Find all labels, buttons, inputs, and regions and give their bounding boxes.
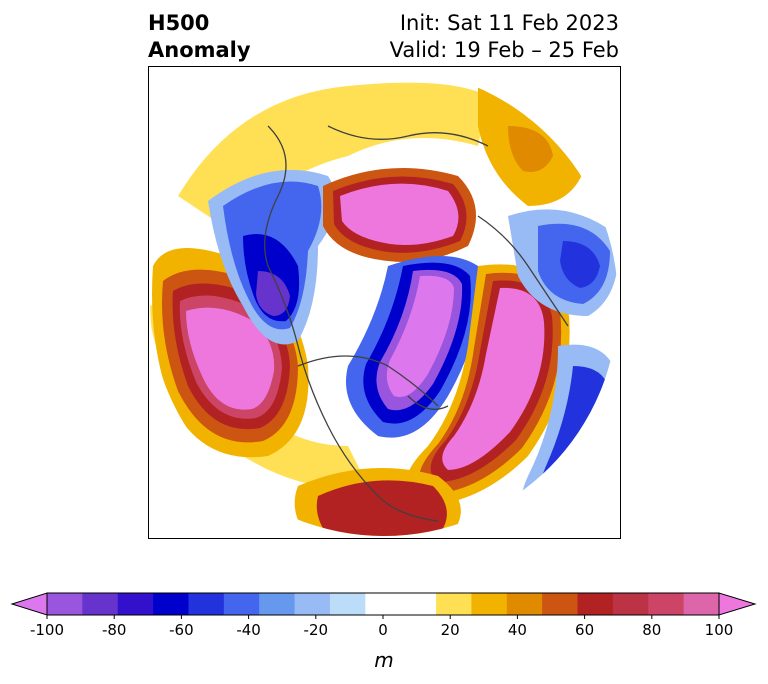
colorbar-segment (47, 593, 83, 615)
colorbar-segment (153, 593, 189, 615)
coastlines (264, 125, 569, 522)
colorbar-tick-label: 0 (378, 621, 388, 639)
colorbar: -100 -80 -60 -40 -20 0 20 40 60 80 100 m (10, 592, 757, 672)
colorbar-segment (612, 593, 649, 615)
colorbar-segment (648, 593, 685, 615)
colorbar-segment (683, 593, 720, 615)
colorbar-tick-label: -100 (30, 621, 64, 639)
colorbar-segment (542, 593, 579, 615)
colorbar-arrow-max (718, 592, 757, 616)
colorbar-segment (188, 593, 225, 615)
atlantic-ridge (405, 264, 570, 506)
anomaly-map (148, 66, 621, 539)
colorbar-segment (117, 593, 154, 615)
colorbar-tick-label: 100 (705, 621, 734, 639)
colorbar-segment (223, 593, 260, 615)
colorbar-segment (82, 593, 119, 615)
colorbar-segments (10, 592, 757, 616)
se-us-ridge (294, 468, 461, 536)
western-trough (208, 169, 336, 345)
colorbar-tick-label: -80 (102, 621, 127, 639)
siberia-ridge (323, 168, 476, 262)
title-line-1: H500 (148, 11, 210, 35)
valid-range: Valid: 19 Feb – 25 Feb (389, 38, 619, 62)
title-line-2: Anomaly (148, 38, 251, 62)
colorbar-tick-label: 60 (575, 621, 594, 639)
colorbar-segment (259, 593, 296, 615)
colorbar-tick-label: -40 (236, 621, 261, 639)
colorbar-tick-label: 80 (642, 621, 661, 639)
colorbar-segment (365, 593, 402, 615)
colorbar-arrow-min (10, 592, 48, 616)
colorbar-ticks: -100 -80 -60 -40 -20 0 20 40 60 80 100 (30, 615, 733, 639)
ne-trough (508, 209, 618, 316)
colorbar-segment (294, 593, 331, 615)
colorbar-tick-label: 20 (441, 621, 460, 639)
colorbar-unit: m (374, 648, 393, 672)
colorbar-segment (506, 593, 543, 615)
colorbar-tick-label: -60 (169, 621, 194, 639)
colorbar-segment (400, 593, 437, 615)
arctic-trough (346, 256, 480, 438)
colorbar-segment (471, 593, 508, 615)
init-date: Init: Sat 11 Feb 2023 (399, 11, 619, 35)
colorbar-tick-label: -20 (304, 621, 329, 639)
map-title: H500 Anomaly (148, 10, 251, 64)
colorbar-tick-label: 40 (508, 621, 527, 639)
colorbar-segment (577, 593, 614, 615)
date-info: Init: Sat 11 Feb 2023 Valid: 19 Feb – 25… (390, 10, 619, 64)
colorbar-segment (329, 593, 366, 615)
contour-fill (150, 68, 618, 536)
colorbar-segment (436, 593, 472, 615)
